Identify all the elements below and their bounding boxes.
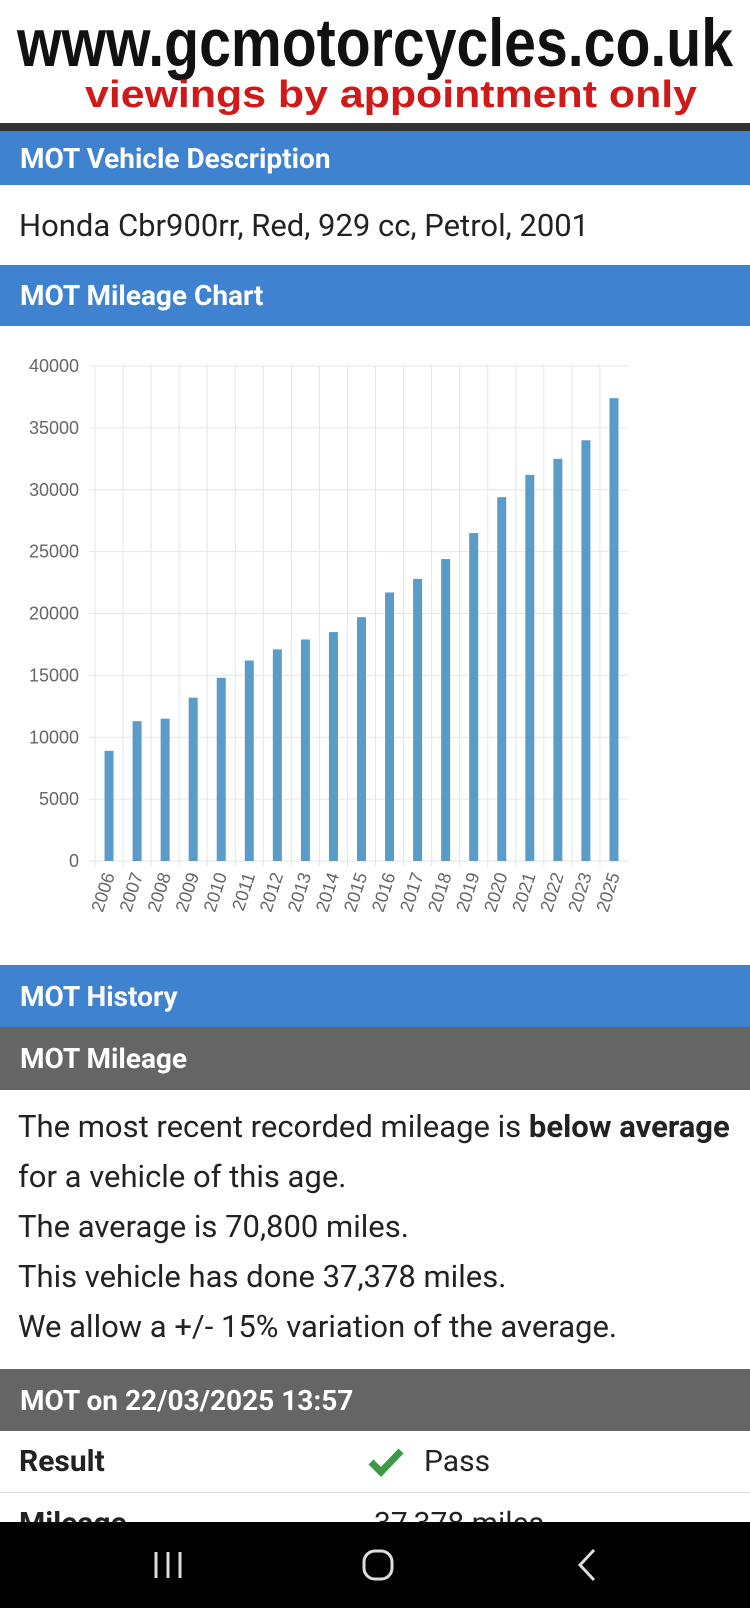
bar: [328, 632, 338, 861]
bar: [300, 639, 310, 861]
section-heading: MOT on 22/03/2025 13:57: [0, 1369, 750, 1431]
row-label: Result: [19, 1444, 105, 1479]
bar: [553, 458, 563, 861]
bar: [104, 750, 114, 861]
x-tick-label: 2013: [284, 870, 315, 914]
y-tick-label: 30000: [29, 480, 79, 500]
text-line: This vehicle has done 37,378 miles.: [18, 1258, 507, 1295]
tagline: viewings by appointment only: [85, 74, 697, 116]
x-tick-label: 2023: [564, 870, 595, 914]
bar: [497, 497, 507, 861]
bar: [272, 649, 282, 861]
recents-button[interactable]: [154, 1552, 182, 1578]
section-heading: MOT Vehicle Description: [0, 131, 750, 185]
x-tick-label: 2020: [480, 870, 511, 914]
x-tick-label: 2011: [228, 870, 259, 913]
mileage-chart: 0 5000 10000 15000 20000 25000 30000 35000 40000…: [29, 356, 628, 914]
home-button[interactable]: [362, 1549, 394, 1581]
text: The most recent recorded mileage is: [18, 1108, 522, 1145]
bar: [525, 474, 535, 861]
section-heading: MOT Mileage: [0, 1027, 750, 1090]
text-line: The most recent recorded mileage is belo…: [18, 1102, 732, 1202]
back-button[interactable]: [577, 1548, 596, 1582]
row-value: Pass: [424, 1444, 491, 1479]
bar: [441, 559, 451, 861]
bar: [188, 697, 198, 861]
x-tick-label: 2018: [424, 870, 455, 914]
text-line: The average is 70,800 miles.: [18, 1208, 409, 1245]
site-url: www.gcmotorcycles.co.uk: [16, 5, 733, 81]
x-tick-label: 2021: [508, 870, 539, 914]
bar: [244, 660, 254, 861]
bar: [609, 398, 619, 861]
y-tick-label: 35000: [29, 418, 79, 438]
x-tick-label: 2010: [200, 870, 231, 914]
emphasis: below average: [528, 1108, 730, 1145]
mileage-text: The most recent recorded mileage is belo…: [0, 1102, 750, 1352]
y-tick-label: 10000: [29, 727, 79, 747]
x-tick-label: 2016: [368, 870, 399, 914]
section-heading: MOT Mileage Chart: [0, 265, 750, 326]
section-heading: MOT History: [0, 965, 750, 1027]
bar: [469, 533, 479, 861]
nav-bg: [0, 1522, 750, 1608]
x-tick-label: 2012: [256, 870, 287, 914]
y-tick-label: 40000: [29, 356, 79, 376]
bar: [160, 718, 170, 861]
result-row: Result Pass: [0, 1431, 750, 1493]
check-icon: [368, 1448, 404, 1477]
x-tick-label: 2007: [115, 870, 146, 914]
x-tick-label: 2015: [340, 870, 371, 914]
bar: [216, 677, 226, 861]
y-tick-label: 5000: [39, 789, 79, 809]
x-tick-label: 2019: [452, 870, 483, 914]
divider: [0, 123, 750, 131]
x-tick-label: 2009: [172, 870, 203, 914]
text-line: We allow a +/- 15% variation of the aver…: [18, 1308, 618, 1345]
x-tick-label: 2017: [396, 870, 427, 914]
bar: [132, 721, 142, 861]
bar: [581, 440, 591, 861]
text: for a vehicle of this age.: [18, 1158, 347, 1195]
x-tick-label: 2025: [592, 870, 623, 914]
y-tick-label: 20000: [29, 604, 79, 624]
y-tick-label: 15000: [29, 665, 79, 685]
nav-bar: [0, 1522, 750, 1608]
y-tick-label: 0: [69, 851, 79, 871]
bar: [357, 617, 366, 861]
bar: [385, 592, 395, 861]
x-tick-label: 2006: [87, 870, 118, 914]
vehicle-text: Honda Cbr900rr, Red, 929 cc, Petrol, 200…: [19, 206, 590, 244]
bar: [413, 578, 423, 861]
x-tick-label: 2008: [144, 870, 175, 914]
x-tick-label: 2014: [312, 870, 343, 914]
banner: www.gcmotorcycles.co.uk viewings by appo…: [0, 5, 750, 131]
x-tick-label: 2022: [536, 870, 567, 914]
y-tick-label: 25000: [29, 542, 79, 562]
